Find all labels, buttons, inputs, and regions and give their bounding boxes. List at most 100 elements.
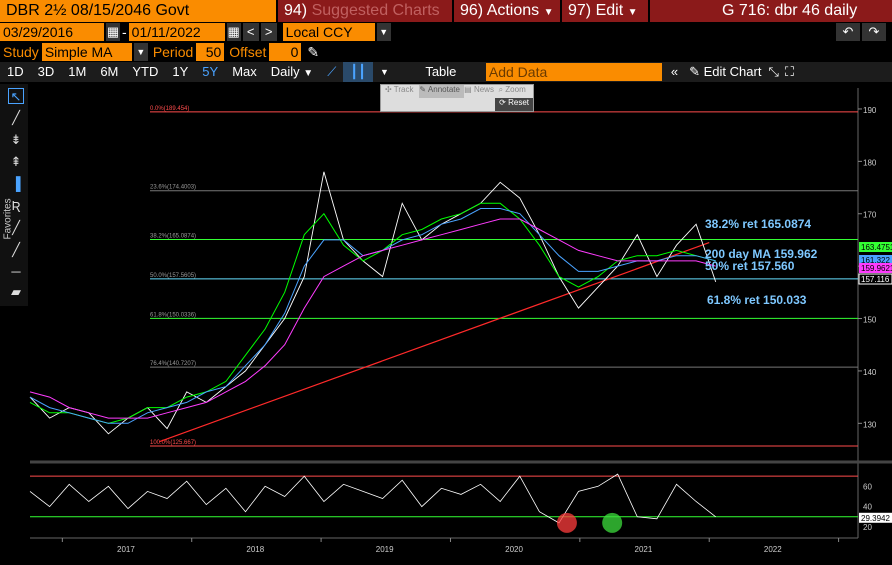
- actions-button[interactable]: 96) Actions ▼: [454, 0, 560, 22]
- line-tool-icon[interactable]: ╱: [12, 220, 20, 235]
- last-value-label: 161.322: [861, 256, 890, 265]
- title-row: DBR 2½ 08/15/2046 Govt 94) Suggested Cha…: [0, 0, 892, 22]
- chart-toolbar: 1D 3D 1M 6M YTD 1Y 5Y Max Daily ▼ ⟋ ┃┃ ▼…: [0, 62, 892, 82]
- tab-5y[interactable]: 5Y: [202, 64, 219, 79]
- reset-label: Reset: [508, 98, 529, 107]
- actions-label: Actions: [486, 2, 540, 19]
- chevron-down-icon: ▼: [543, 7, 554, 18]
- fib-percent-icon[interactable]: ⇞: [10, 154, 22, 169]
- fib-label: 100.0%(125.667): [150, 440, 196, 446]
- last-value-label: 157.116: [861, 275, 890, 284]
- annotate-label: Annotate: [427, 85, 460, 94]
- rsi-last-label: 29.3942: [861, 514, 890, 523]
- news-label: News: [473, 85, 494, 94]
- undo-button[interactable]: ↶: [836, 23, 860, 41]
- zoom-button[interactable]: ⌕ Zoom: [498, 85, 526, 94]
- prev-range-button[interactable]: <: [242, 23, 259, 41]
- next-range-button[interactable]: >: [260, 23, 277, 41]
- chart-area[interactable]: 1301401501601701801902017201820192020202…: [0, 82, 892, 560]
- security-ticker[interactable]: DBR 2½ 08/15/2046 Govt: [0, 0, 276, 22]
- annotate-button[interactable]: ✎ Annotate: [419, 85, 465, 98]
- end-date-field[interactable]: 01/11/2022: [128, 23, 225, 41]
- tab-ytd[interactable]: YTD: [132, 64, 159, 79]
- tab-max[interactable]: Max: [232, 64, 257, 79]
- fib-label: 0.0%(189.454): [150, 106, 189, 112]
- frequency-select[interactable]: Daily ▼: [264, 62, 320, 82]
- trend-tool-icon[interactable]: ╱: [12, 242, 20, 257]
- fib-label: 61.8%(150.0336): [150, 312, 196, 318]
- chevron-down-icon: ▼: [627, 7, 638, 18]
- bracket-icon[interactable]: ▐: [11, 176, 21, 191]
- ruler-icon[interactable]: Ʀ: [11, 198, 21, 213]
- rsi-marker-red: [556, 512, 577, 533]
- annotation-label: 200 day MA 159.962: [705, 247, 818, 261]
- channel-icon[interactable]: ▰: [11, 284, 21, 299]
- offset-input[interactable]: 0: [269, 43, 302, 61]
- news-button[interactable]: ▤ News: [464, 85, 494, 94]
- chevron-down-icon[interactable]: ▼: [379, 67, 389, 77]
- study-label: Study: [0, 43, 42, 61]
- pencil-icon[interactable]: ✎: [307, 43, 320, 60]
- period-input[interactable]: 50: [196, 43, 225, 61]
- calendar-icon[interactable]: ▦: [106, 23, 120, 41]
- y-tick-label: 150: [863, 316, 877, 325]
- x-tick-label: 2020: [505, 545, 523, 554]
- fib-label: 76.4%(140.7207): [150, 361, 196, 367]
- rsi-tick-label: 60: [863, 482, 872, 491]
- ma100-series: [29, 208, 716, 424]
- cursor-icon[interactable]: ↖: [8, 88, 24, 104]
- x-tick-label: 2017: [117, 545, 135, 554]
- suggested-charts-button[interactable]: 94) Suggested Charts: [278, 0, 452, 22]
- chevron-down-icon[interactable]: ▼: [376, 23, 391, 41]
- suggested-label: Suggested Charts: [311, 2, 440, 19]
- last-value-tag: [858, 273, 892, 285]
- last-value-tag: [859, 242, 892, 252]
- track-label: Track: [393, 85, 414, 94]
- x-tick-label: 2019: [376, 545, 394, 554]
- tab-1d[interactable]: 1D: [7, 64, 24, 79]
- range-separator: -: [122, 24, 127, 40]
- favorites-label[interactable]: Favorites: [2, 198, 14, 240]
- annotation-label: 50% ret 157.560: [705, 259, 795, 273]
- study-select[interactable]: Simple MA: [41, 43, 132, 61]
- resize-icon[interactable]: ⤡: [768, 64, 779, 79]
- hline-icon[interactable]: ─: [11, 264, 21, 279]
- fib-label: 23.6%(174.4003): [150, 185, 196, 191]
- pen-icon[interactable]: ╱: [12, 110, 20, 125]
- tab-6m[interactable]: 6M: [100, 64, 119, 79]
- rsi-tick-label: 20: [863, 523, 872, 532]
- fib-icon[interactable]: ⇟: [10, 132, 22, 147]
- line-chart-icon[interactable]: ⟋: [327, 64, 337, 79]
- price-chart[interactable]: 1301401501601701801902017201820192020202…: [0, 82, 892, 560]
- pencil-icon: ✎: [689, 64, 701, 79]
- date-range-row: 03/29/2016 ▦ - 01/11/2022 ▦ < > Local CC…: [0, 22, 892, 42]
- chevron-down-icon[interactable]: ▼: [133, 43, 148, 61]
- study-row: Study Simple MA ▼ Period 50 Offset 0 ✎: [0, 42, 892, 62]
- calendar-icon[interactable]: ▦: [226, 23, 241, 41]
- y-tick-label: 170: [863, 211, 877, 220]
- last-value-tag: [859, 255, 892, 265]
- bar-chart-icon[interactable]: ┃┃: [343, 62, 373, 82]
- table-button[interactable]: Table: [425, 64, 457, 79]
- redo-button[interactable]: ↷: [862, 23, 886, 41]
- edit-button[interactable]: 97) Edit ▼: [562, 0, 648, 22]
- collapse-icon[interactable]: «: [670, 64, 679, 79]
- window-title: G 716: dbr 46 daily: [650, 0, 892, 22]
- start-date-field[interactable]: 03/29/2016: [0, 23, 104, 41]
- tab-1m[interactable]: 1M: [68, 64, 87, 79]
- rsi-series: [29, 473, 716, 524]
- tab-1y[interactable]: 1Y: [172, 64, 189, 79]
- expand-icon[interactable]: ⛶: [784, 64, 794, 79]
- y-tick-label: 190: [863, 106, 877, 115]
- currency-select[interactable]: Local CCY: [282, 23, 375, 41]
- tab-3d[interactable]: 3D: [37, 64, 55, 79]
- track-button[interactable]: ✣ Track: [385, 85, 414, 94]
- annotation-label: 61.8% ret 150.033: [707, 293, 807, 307]
- rsi-marker-green: [602, 512, 623, 533]
- ma50-series: [29, 202, 716, 424]
- last-value-label: 163.4751: [861, 243, 892, 252]
- add-data-input[interactable]: Add Data: [485, 63, 662, 81]
- edit-chart-button[interactable]: ✎ Edit Chart: [685, 62, 765, 82]
- reset-button[interactable]: ⟳ Reset: [495, 98, 533, 111]
- edit-chart-label: Edit Chart: [703, 64, 762, 79]
